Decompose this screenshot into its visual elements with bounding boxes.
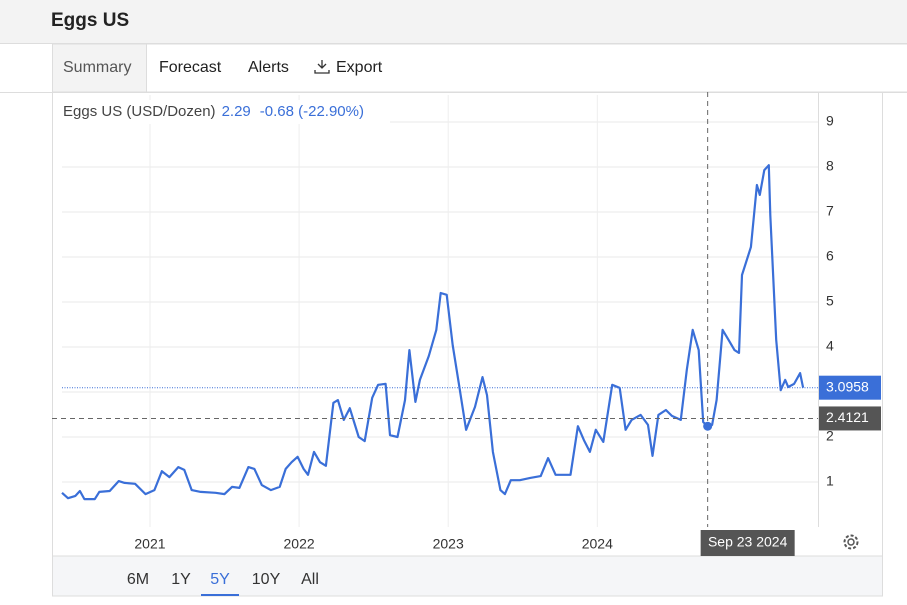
crosshair-y-label: 2.4121 (826, 409, 869, 425)
range-button[interactable]: 10Y (252, 571, 281, 588)
x-tick-label: 2024 (582, 536, 613, 552)
y-tick-label: 4 (826, 338, 834, 354)
page-title: Eggs US (51, 10, 129, 31)
tab[interactable]: Alerts (248, 59, 289, 76)
crosshair-x-label: Sep 23 2024 (708, 534, 788, 550)
range-button[interactable]: 1Y (171, 571, 191, 588)
y-tick-label: 9 (826, 113, 834, 129)
legend-change: -0.68 (-22.90%) (260, 103, 364, 120)
tab[interactable]: Forecast (159, 59, 222, 76)
y-tick-label: 5 (826, 293, 834, 309)
export-icon (315, 60, 329, 73)
x-tick-label: 2022 (284, 536, 315, 552)
y-tick-label: 1 (826, 473, 834, 489)
price-line (62, 165, 803, 499)
tab[interactable]: Export (336, 59, 383, 76)
top-bar (0, 0, 907, 43)
x-tick-label: 2023 (433, 536, 464, 552)
legend-name: Eggs US (USD/Dozen) (63, 103, 216, 120)
range-button[interactable]: 5Y (210, 571, 230, 588)
x-tick-label: 2021 (134, 536, 165, 552)
range-button[interactable]: All (301, 571, 319, 588)
y-tick-label: 6 (826, 248, 834, 264)
last-value-label: 3.0958 (826, 378, 869, 394)
y-tick-label: 8 (826, 158, 834, 174)
legend-last: 2.29 (222, 103, 251, 120)
range-button[interactable]: 6M (127, 571, 149, 588)
settings-icon[interactable] (845, 536, 858, 549)
y-tick-label: 7 (826, 203, 834, 219)
hover-point (703, 422, 712, 431)
tab[interactable]: Summary (63, 59, 131, 76)
